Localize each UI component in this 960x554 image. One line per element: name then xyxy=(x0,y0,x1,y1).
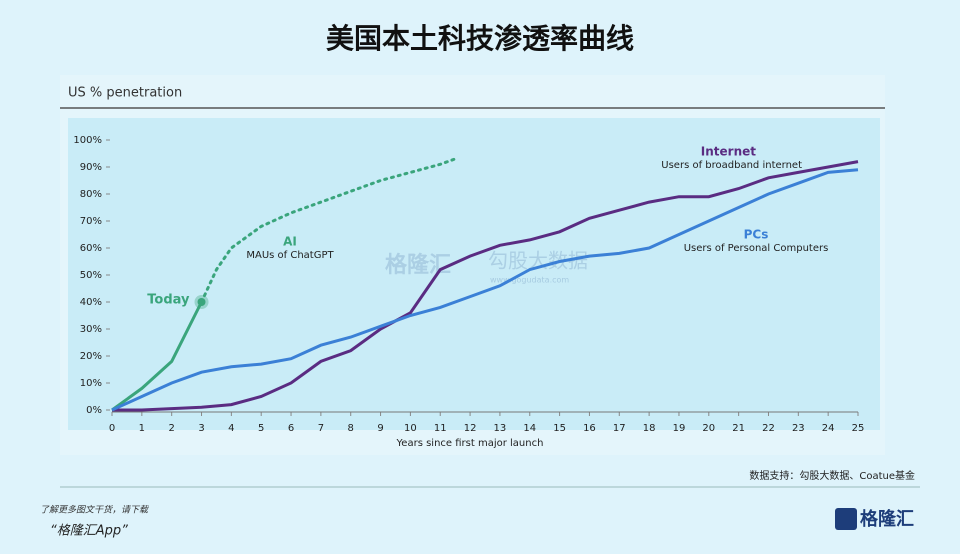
x-tick-label: 16 xyxy=(583,423,596,434)
x-tick-label: 0 xyxy=(109,423,115,434)
footer-text: 了解更多图文干货，请下载 xyxy=(40,505,149,516)
y-tick-label: 80% xyxy=(80,189,102,200)
x-tick-label: 1 xyxy=(139,423,145,434)
legend-description: Users of broadband internet xyxy=(661,160,802,171)
y-tick-label: 40% xyxy=(80,297,102,308)
x-tick-label: 14 xyxy=(523,423,536,434)
legend-label: AI xyxy=(283,235,297,249)
x-tick-label: 24 xyxy=(822,423,835,434)
logo: 格隆汇 xyxy=(860,508,914,530)
y-tick-label: 90% xyxy=(80,162,102,173)
footer-app: “格隆汇App” xyxy=(50,524,128,539)
x-tick-label: 21 xyxy=(732,423,745,434)
x-tick-label: 11 xyxy=(434,423,447,434)
today-dot xyxy=(197,298,206,306)
y-tick-label: 30% xyxy=(80,324,102,335)
y-tick-label: 70% xyxy=(80,216,102,227)
x-tick-label: 15 xyxy=(553,423,566,434)
x-tick-label: 3 xyxy=(198,423,204,434)
legend-description: Users of Personal Computers xyxy=(684,243,829,254)
x-tick-label: 17 xyxy=(613,423,626,434)
x-tick-label: 7 xyxy=(318,423,324,434)
x-tick-label: 20 xyxy=(702,423,715,434)
x-tick-label: 13 xyxy=(494,423,507,434)
line xyxy=(111,301,203,412)
legend-description: MAUs of ChatGPT xyxy=(246,250,334,261)
line xyxy=(112,160,859,412)
watermark: www.gogudata.com xyxy=(490,276,569,285)
y-tick-label: 10% xyxy=(80,378,102,389)
x-tick-label: 8 xyxy=(348,423,354,434)
y-tick-label: 60% xyxy=(80,243,102,254)
y-tick-label: 20% xyxy=(80,351,102,362)
x-tick-label: 6 xyxy=(288,423,294,434)
y-tick-label: 50% xyxy=(80,270,102,281)
x-tick-label: 9 xyxy=(377,423,383,434)
x-tick-label: 19 xyxy=(673,423,686,434)
source: 数据支持：勾股大数据、Coatue基金 xyxy=(749,469,915,482)
line-projected xyxy=(200,157,457,304)
x-tick-label: 12 xyxy=(464,423,477,434)
x-tick-label: 10 xyxy=(404,423,417,434)
x-tick-label: 23 xyxy=(792,423,805,434)
x-axis-label: Years since first major launch xyxy=(396,438,544,449)
legend-label: PCs xyxy=(744,228,769,242)
chart-title: 美国本土科技渗透率曲线 xyxy=(326,22,634,55)
line xyxy=(111,168,859,412)
x-tick-label: 18 xyxy=(643,423,656,434)
x-tick-label: 4 xyxy=(228,423,234,434)
x-tick-label: 5 xyxy=(258,423,264,434)
x-tick-label: 22 xyxy=(762,423,775,434)
watermark: 格隆汇 xyxy=(385,252,451,278)
y-tick-label: 100% xyxy=(73,135,102,146)
logo-icon xyxy=(835,508,857,530)
subtitle: US % penetration xyxy=(68,86,182,101)
legend-label: Internet xyxy=(701,145,756,159)
annotation: Today xyxy=(147,293,190,308)
y-tick-label: 0% xyxy=(86,405,102,416)
x-tick-label: 2 xyxy=(168,423,174,434)
x-tick-label: 25 xyxy=(852,423,865,434)
plot-area xyxy=(68,118,880,430)
